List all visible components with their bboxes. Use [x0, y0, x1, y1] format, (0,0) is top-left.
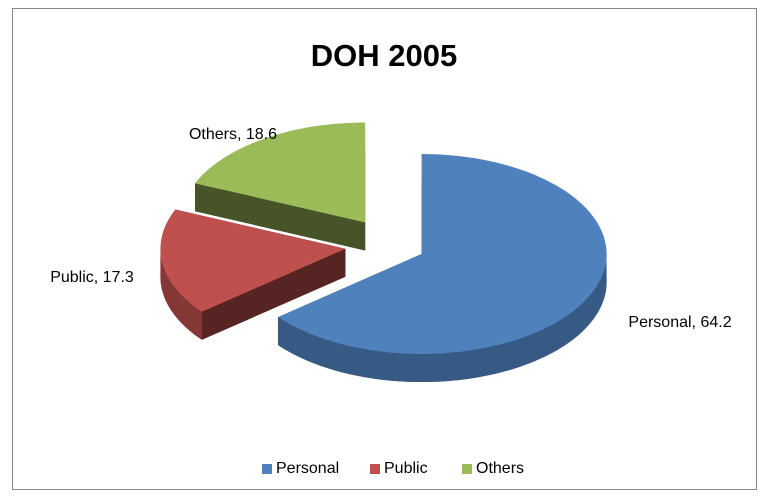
data-label: Personal, 64.2 [628, 314, 731, 331]
chart-border [12, 8, 757, 490]
data-label: Public, 17.3 [50, 269, 134, 286]
legend-swatch [370, 464, 380, 474]
data-label: Others, 18.6 [189, 126, 277, 143]
legend-label: Public [384, 460, 428, 477]
chart-title: DOH 2005 [311, 38, 457, 73]
slice-side [195, 183, 366, 251]
legend-swatch [262, 464, 272, 474]
pie-slice [278, 154, 607, 382]
slice-top [160, 209, 346, 312]
legend-swatch [462, 464, 472, 474]
slice-wall [160, 248, 202, 340]
legend-label: Personal [276, 460, 339, 477]
slice-side [201, 248, 346, 340]
pie-slice [195, 122, 366, 251]
legend-label: Others [476, 460, 524, 477]
slice-top [278, 154, 607, 354]
slice-top [195, 122, 366, 223]
slice-wall [278, 254, 607, 382]
pie-slice [160, 209, 346, 340]
